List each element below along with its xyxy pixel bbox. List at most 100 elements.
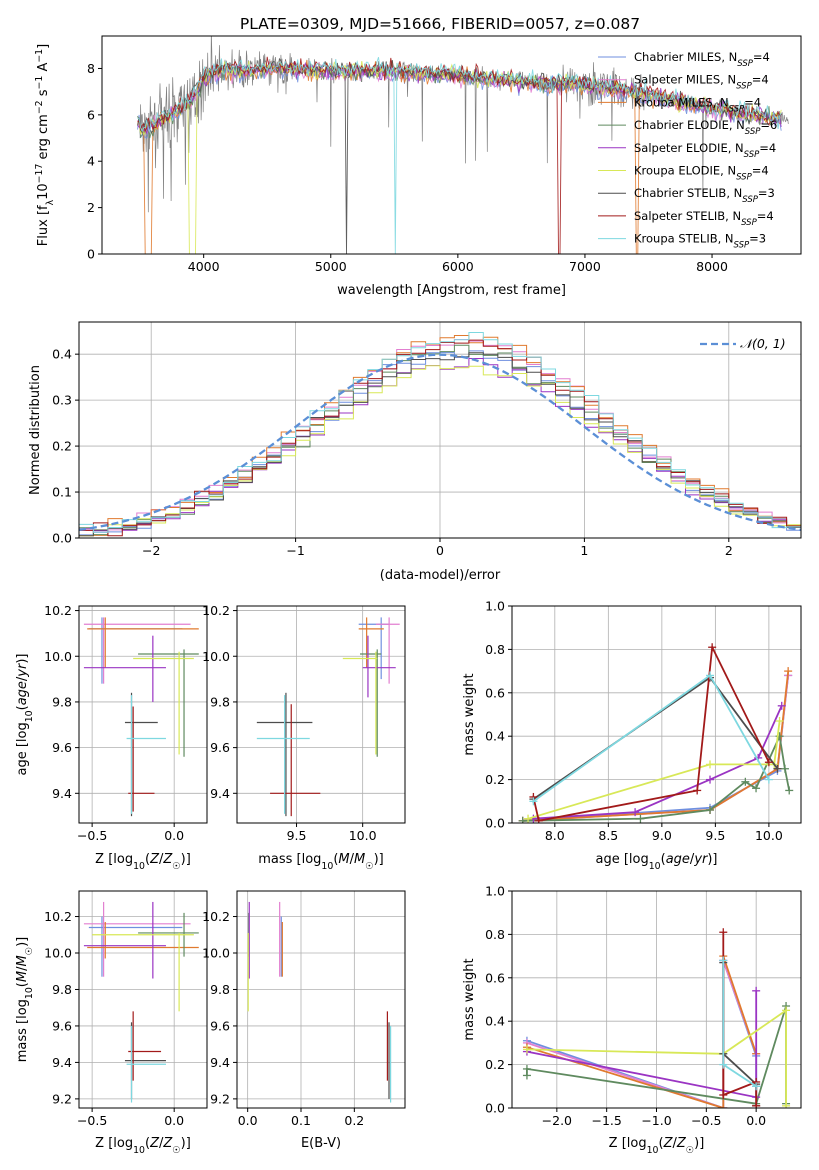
label-part: 10 bbox=[133, 861, 145, 872]
label-part: ☉ bbox=[172, 1145, 180, 1156]
x-tick-label: −0.5 bbox=[77, 1113, 107, 1128]
legend-entry: Kroupa STELIB, NSSP=3 bbox=[634, 232, 766, 251]
y-tick-label: 9.2 bbox=[52, 1091, 72, 1106]
plot-area-mass-age bbox=[256, 617, 400, 817]
legend-n: =3 bbox=[758, 186, 775, 200]
x-tick-label: 8.5 bbox=[598, 828, 618, 843]
errorbar-salpeter-elodie bbox=[83, 635, 166, 702]
label-part: / bbox=[15, 676, 30, 681]
plot-area-age-weight bbox=[518, 643, 794, 823]
legend-name: Salpeter ELODIE, N bbox=[634, 141, 744, 155]
axes-z-mass: −0.5 0.09.29.49.69.810.010.2Z [log10(Z/Z☉… bbox=[15, 890, 208, 1156]
legend-n: =4 bbox=[759, 141, 776, 155]
x-tick-label: 5000 bbox=[315, 259, 347, 274]
x-tick-label: 0.0 bbox=[164, 1113, 184, 1128]
legend-sub: SSP bbox=[737, 59, 753, 69]
legend-name: Kroupa ELODIE, N bbox=[634, 164, 736, 178]
x-tick-label: 0.1 bbox=[291, 1113, 311, 1128]
legend-sub: SSP bbox=[736, 82, 752, 92]
y-tick-label: 6 bbox=[87, 107, 95, 122]
label-part: ( bbox=[659, 1136, 664, 1151]
weight-series-chabrier-elodie bbox=[518, 732, 794, 823]
x-tick-label: 10.0 bbox=[755, 828, 783, 843]
y-tick-label: 0.3 bbox=[52, 393, 72, 408]
legend-sub: SSP bbox=[729, 104, 745, 114]
errorbar-kroupa-miles bbox=[358, 617, 384, 668]
plot-area-histogram bbox=[79, 332, 801, 538]
y-tick-label: 2 bbox=[87, 200, 95, 215]
legend-sub: SSP bbox=[736, 173, 752, 183]
y-tick-label: 9.6 bbox=[52, 740, 72, 755]
x-axis-label: wavelength [Angstrom, rest frame] bbox=[337, 283, 566, 298]
label-part: λ bbox=[45, 199, 56, 205]
label-part: )] bbox=[694, 1136, 704, 1151]
x-tick-label: 0.2 bbox=[344, 1113, 364, 1128]
label-part: ( bbox=[15, 982, 30, 987]
label-part: Z bbox=[162, 852, 173, 867]
label-part: M bbox=[354, 852, 365, 867]
y-tick-label: 9.6 bbox=[52, 1018, 72, 1033]
label-part: / bbox=[690, 852, 695, 867]
label-part: )] bbox=[707, 852, 717, 867]
errorbar-kroupa-elodie bbox=[342, 651, 378, 755]
label-part: s bbox=[36, 89, 51, 100]
y-tick-label: 0.4 bbox=[52, 347, 72, 362]
y-tick-label: 10.2 bbox=[44, 909, 72, 924]
y-axis-label: age [log10(age/yr)] bbox=[15, 653, 35, 775]
label-part: mass [log bbox=[15, 999, 30, 1062]
x-tick-label: 9.0 bbox=[652, 828, 672, 843]
x-tick-label: 4000 bbox=[188, 259, 220, 274]
x-axis-label: Z [log10(Z/Z☉)] bbox=[95, 1136, 191, 1156]
label-part: ( bbox=[15, 705, 30, 710]
label-part: ] bbox=[36, 44, 51, 49]
y-tick-label: 1.0 bbox=[485, 599, 505, 614]
x-tick-label: 7000 bbox=[569, 259, 601, 274]
legend-n: =6 bbox=[760, 118, 777, 132]
errorbar-salpeter-stelib bbox=[270, 704, 321, 817]
spectrum-model-kroupa-stelib bbox=[137, 57, 782, 254]
label-part: )] bbox=[15, 653, 30, 663]
weight-series-salpeter-elodie bbox=[529, 701, 786, 823]
x-axis-label: Z [log10(Z/Z☉)] bbox=[95, 852, 191, 872]
x-tick-label: −1.0 bbox=[641, 1113, 671, 1128]
legend-entry: Kroupa ELODIE, NSSP=4 bbox=[634, 164, 769, 183]
label-part: 10 bbox=[649, 861, 661, 872]
x-axis-label: mass [log10(M/M☉)] bbox=[258, 852, 384, 872]
label-part: Z bbox=[162, 1136, 173, 1151]
x-axis-label: (data-model)/error bbox=[380, 568, 501, 583]
normal-curve bbox=[79, 353, 801, 532]
y-tick-label: 10.0 bbox=[202, 649, 230, 664]
y-tick-label: 0.0 bbox=[485, 1101, 505, 1116]
x-tick-label: −0.5 bbox=[691, 1113, 721, 1128]
x-tick-label: 9.5 bbox=[287, 828, 307, 843]
legend-n: =4 bbox=[753, 50, 770, 64]
legend-n: =4 bbox=[757, 209, 774, 223]
x-axis-label: E(B-V) bbox=[301, 1136, 341, 1151]
spectrum-model-kroupa-elodie bbox=[137, 60, 782, 254]
errorbar-chabrier-elodie bbox=[138, 649, 199, 757]
y-tick-label: 0.6 bbox=[485, 685, 505, 700]
label-part: M bbox=[15, 971, 30, 982]
histogram-salpeter-stelib bbox=[79, 339, 801, 538]
x-tick-label: 0.0 bbox=[746, 1113, 766, 1128]
axes-frame bbox=[236, 890, 406, 1109]
axes-age-weight: 8.0 8.5 9.0 9.5 10.0 0.0 0.2 0.4 0.6 0.8 1.0 age [l… bbox=[462, 599, 802, 872]
label-part: )] bbox=[181, 1136, 191, 1151]
y-tick-label: 0.0 bbox=[52, 531, 72, 546]
label-part: )] bbox=[374, 852, 384, 867]
y-tick-label: 10.0 bbox=[202, 946, 230, 961]
errorbar-kroupa-elodie bbox=[133, 651, 194, 755]
label-part: Z bbox=[663, 1136, 674, 1151]
legend-name: Salpeter STELIB, N bbox=[634, 209, 741, 223]
label-part: −17 bbox=[34, 164, 45, 184]
legend-entry: Chabrier STELIB, NSSP=3 bbox=[634, 186, 775, 205]
label-part: M bbox=[15, 955, 30, 966]
label-part: Z [log bbox=[95, 852, 133, 867]
label-part: ☉ bbox=[172, 861, 180, 872]
x-axis-label: Z [log10(Z/Z☉)] bbox=[609, 1136, 705, 1156]
y-tick-label: 4 bbox=[87, 154, 95, 169]
label-part: 10 bbox=[24, 710, 35, 722]
legend-n: =4 bbox=[744, 95, 761, 109]
y-tick-label: 0.8 bbox=[485, 927, 505, 942]
